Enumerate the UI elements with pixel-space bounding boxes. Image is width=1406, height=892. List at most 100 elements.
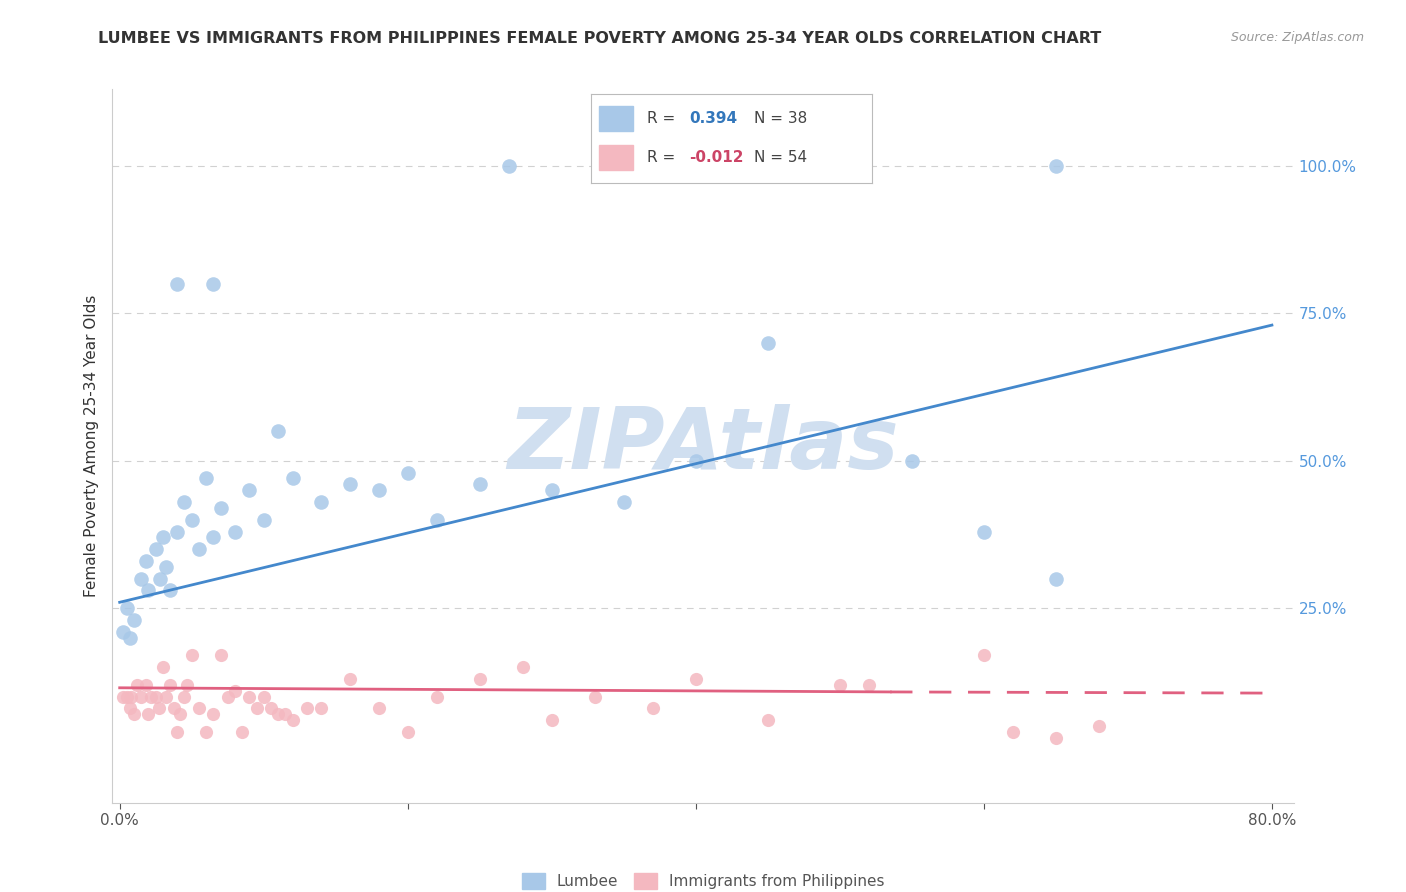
Text: LUMBEE VS IMMIGRANTS FROM PHILIPPINES FEMALE POVERTY AMONG 25-34 YEAR OLDS CORRE: LUMBEE VS IMMIGRANTS FROM PHILIPPINES FE… bbox=[98, 31, 1102, 46]
Point bbox=[176, 678, 198, 692]
Point bbox=[169, 707, 191, 722]
Point bbox=[339, 477, 361, 491]
Point bbox=[202, 707, 225, 722]
Point bbox=[281, 713, 304, 727]
Point bbox=[195, 471, 218, 485]
Text: R =: R = bbox=[647, 112, 675, 126]
Text: Source: ZipAtlas.com: Source: ZipAtlas.com bbox=[1230, 31, 1364, 45]
Point bbox=[217, 690, 239, 704]
Point bbox=[202, 277, 225, 291]
Point bbox=[129, 572, 152, 586]
Point bbox=[173, 690, 195, 704]
Point bbox=[858, 678, 880, 692]
Text: N = 38: N = 38 bbox=[754, 112, 807, 126]
Point bbox=[901, 454, 924, 468]
Text: R =: R = bbox=[647, 151, 675, 165]
Point bbox=[115, 690, 138, 704]
Point bbox=[1045, 159, 1067, 173]
Point bbox=[253, 513, 276, 527]
Point bbox=[295, 701, 318, 715]
Point bbox=[468, 672, 491, 686]
Legend: Lumbee, Immigrants from Philippines: Lumbee, Immigrants from Philippines bbox=[516, 867, 890, 892]
Point bbox=[149, 572, 172, 586]
Y-axis label: Female Poverty Among 25-34 Year Olds: Female Poverty Among 25-34 Year Olds bbox=[83, 295, 98, 597]
Point bbox=[152, 530, 174, 544]
Point bbox=[111, 624, 134, 639]
Point bbox=[159, 678, 181, 692]
Point bbox=[224, 524, 246, 539]
Point bbox=[685, 454, 707, 468]
Point bbox=[148, 701, 170, 715]
Point bbox=[253, 690, 276, 704]
Point bbox=[396, 466, 419, 480]
Point bbox=[141, 690, 163, 704]
Point bbox=[125, 678, 148, 692]
Point bbox=[135, 554, 157, 568]
Point bbox=[540, 483, 562, 498]
Point bbox=[368, 701, 391, 715]
Point bbox=[267, 424, 290, 438]
Point bbox=[209, 648, 232, 663]
Point bbox=[274, 707, 297, 722]
Point bbox=[512, 660, 534, 674]
Point bbox=[118, 701, 141, 715]
Point bbox=[828, 678, 851, 692]
Point bbox=[152, 660, 174, 674]
Point bbox=[238, 690, 260, 704]
Point bbox=[159, 583, 181, 598]
Point bbox=[641, 701, 664, 715]
Point bbox=[155, 560, 177, 574]
Point bbox=[115, 601, 138, 615]
Point bbox=[224, 683, 246, 698]
Point bbox=[122, 707, 145, 722]
Point bbox=[1088, 719, 1111, 733]
Point bbox=[260, 701, 283, 715]
Text: N = 54: N = 54 bbox=[754, 151, 807, 165]
Point bbox=[111, 690, 134, 704]
Point bbox=[231, 725, 253, 739]
Point bbox=[166, 277, 188, 291]
Point bbox=[195, 725, 218, 739]
Point bbox=[138, 707, 160, 722]
Point bbox=[1001, 725, 1024, 739]
Point bbox=[163, 701, 186, 715]
Point bbox=[425, 513, 447, 527]
Point bbox=[187, 542, 209, 557]
Point bbox=[209, 500, 232, 515]
Point bbox=[129, 690, 152, 704]
Point bbox=[122, 613, 145, 627]
Point bbox=[281, 471, 304, 485]
Point bbox=[396, 725, 419, 739]
Point bbox=[155, 690, 177, 704]
Point bbox=[180, 513, 202, 527]
Point bbox=[540, 713, 562, 727]
Point bbox=[118, 631, 141, 645]
Point bbox=[368, 483, 391, 498]
FancyBboxPatch shape bbox=[599, 106, 633, 131]
Point bbox=[311, 701, 333, 715]
Point bbox=[138, 583, 160, 598]
Point bbox=[339, 672, 361, 686]
Point bbox=[238, 483, 260, 498]
Point bbox=[202, 530, 225, 544]
Point bbox=[166, 725, 188, 739]
Point bbox=[973, 648, 995, 663]
Text: ZIPAtlas: ZIPAtlas bbox=[508, 404, 898, 488]
Point bbox=[120, 690, 142, 704]
Point bbox=[173, 495, 195, 509]
Point bbox=[468, 477, 491, 491]
Point bbox=[685, 672, 707, 686]
Point bbox=[311, 495, 333, 509]
Point bbox=[1045, 731, 1067, 745]
Point bbox=[425, 690, 447, 704]
Point bbox=[166, 524, 188, 539]
Point bbox=[583, 690, 606, 704]
Point bbox=[1045, 572, 1067, 586]
Point bbox=[498, 159, 520, 173]
Point bbox=[267, 707, 290, 722]
Point bbox=[180, 648, 202, 663]
Point bbox=[135, 678, 157, 692]
Point bbox=[187, 701, 209, 715]
FancyBboxPatch shape bbox=[599, 145, 633, 170]
Point bbox=[613, 495, 636, 509]
